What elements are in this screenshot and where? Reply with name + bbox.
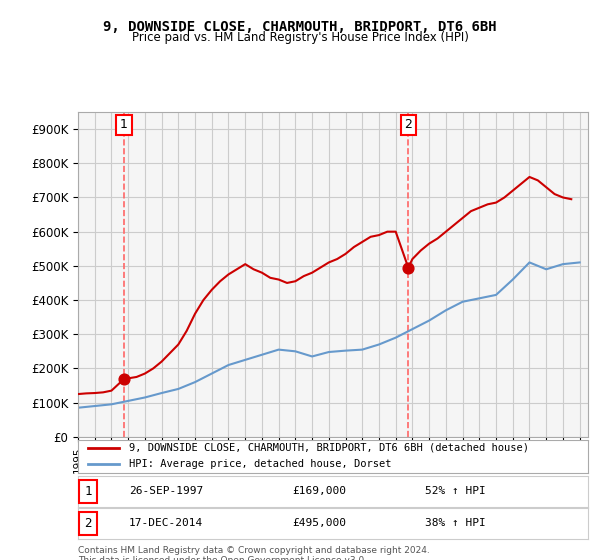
Text: 38% ↑ HPI: 38% ↑ HPI	[425, 519, 485, 528]
Text: 1: 1	[85, 485, 92, 498]
Text: £495,000: £495,000	[292, 519, 346, 528]
Text: 26-SEP-1997: 26-SEP-1997	[129, 487, 203, 496]
Text: 52% ↑ HPI: 52% ↑ HPI	[425, 487, 485, 496]
Point	[403, 263, 413, 272]
Text: 2: 2	[85, 517, 92, 530]
Text: 1: 1	[120, 119, 128, 132]
Text: 9, DOWNSIDE CLOSE, CHARMOUTH, BRIDPORT, DT6 6BH (detached house): 9, DOWNSIDE CLOSE, CHARMOUTH, BRIDPORT, …	[129, 443, 529, 453]
Text: Contains HM Land Registry data © Crown copyright and database right 2024.
This d: Contains HM Land Registry data © Crown c…	[78, 546, 430, 560]
Text: Price paid vs. HM Land Registry's House Price Index (HPI): Price paid vs. HM Land Registry's House …	[131, 31, 469, 44]
Text: 2: 2	[404, 119, 412, 132]
Text: HPI: Average price, detached house, Dorset: HPI: Average price, detached house, Dors…	[129, 459, 392, 469]
Text: 17-DEC-2014: 17-DEC-2014	[129, 519, 203, 528]
Text: 9, DOWNSIDE CLOSE, CHARMOUTH, BRIDPORT, DT6 6BH: 9, DOWNSIDE CLOSE, CHARMOUTH, BRIDPORT, …	[103, 20, 497, 34]
Text: £169,000: £169,000	[292, 487, 346, 496]
Point	[119, 375, 129, 384]
